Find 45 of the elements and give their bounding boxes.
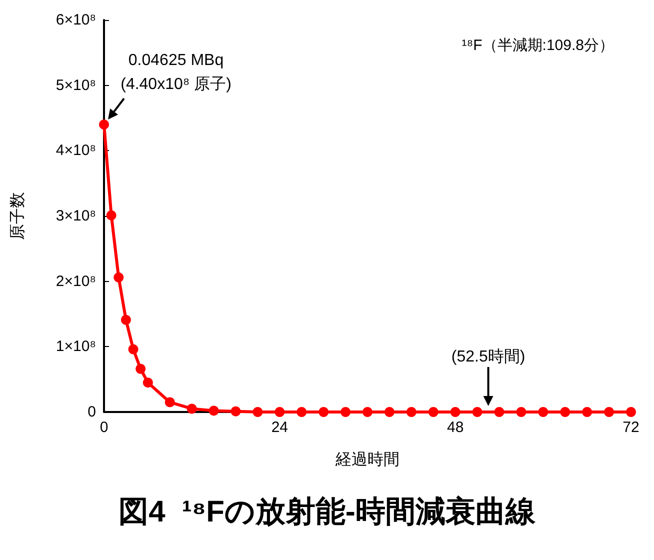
y-tick-label: 4×10⁸ — [56, 142, 96, 160]
point — [114, 272, 124, 282]
point — [318, 407, 329, 417]
point — [99, 120, 109, 130]
point — [142, 378, 153, 388]
x-tick-label: 48 — [446, 419, 464, 436]
point — [164, 397, 175, 408]
y-axis-title: 原子数 — [10, 192, 26, 240]
point — [340, 407, 351, 417]
point — [136, 364, 146, 374]
x-tick-label: 24 — [271, 419, 288, 436]
text: 図4 ¹⁸Fの放射能-時間減衰曲線 — [118, 494, 536, 528]
annotation: (52.5時間) — [451, 348, 526, 366]
annotation: 0.04625 MBq (4.40x10⁸ 原子) — [120, 52, 232, 94]
y-tick-label: 5×10⁸ — [56, 76, 96, 94]
point — [296, 407, 307, 417]
point — [120, 314, 131, 325]
point — [560, 407, 570, 417]
point — [186, 404, 197, 414]
point — [106, 210, 116, 220]
point — [538, 407, 548, 417]
point — [494, 407, 504, 417]
y-tick-label: 0 — [88, 404, 96, 420]
point — [208, 406, 219, 416]
point — [472, 407, 482, 417]
point — [230, 406, 241, 416]
point — [428, 407, 438, 417]
y-tick-label: 1×10⁸ — [56, 338, 96, 356]
point — [252, 407, 263, 417]
point — [604, 407, 614, 417]
annotation: ¹⁸F（半減期:109.8分） — [462, 37, 614, 54]
point — [274, 407, 285, 417]
point — [450, 407, 460, 417]
point — [516, 407, 526, 417]
x-axis-title: 経過時間 — [334, 450, 400, 468]
point — [128, 344, 138, 354]
point — [384, 407, 394, 417]
point — [406, 407, 416, 417]
x-tick-label: 0 — [100, 419, 108, 436]
point — [582, 407, 592, 417]
x-tick-label: 72 — [622, 419, 640, 436]
y-tick-label: 3×10⁸ — [56, 208, 96, 224]
y-tick-label: 6×10⁸ — [56, 12, 96, 28]
y-tick-label: 2×10⁸ — [56, 272, 96, 290]
point — [362, 407, 372, 417]
